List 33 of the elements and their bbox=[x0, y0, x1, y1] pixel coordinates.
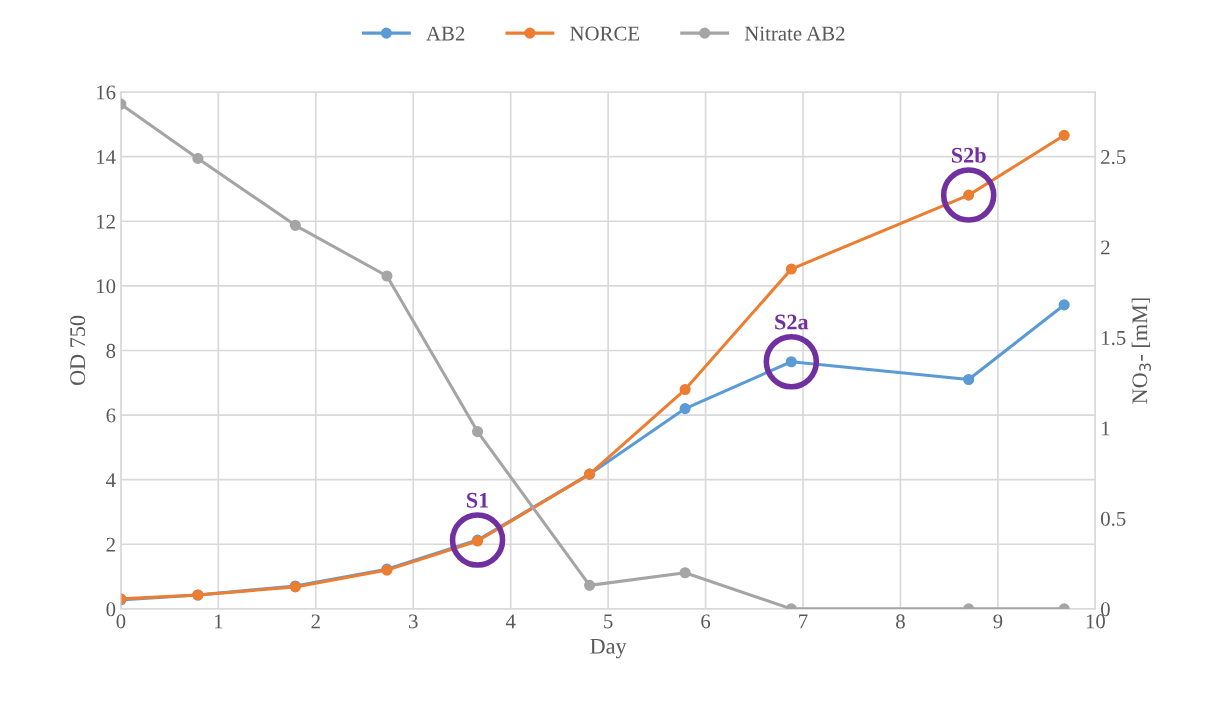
x-tick-label: 3 bbox=[409, 614, 418, 629]
x-tick-label: 8 bbox=[896, 614, 905, 629]
y2-tick-label: 2 bbox=[1101, 240, 1110, 255]
y2-tick-label: 2.5 bbox=[1101, 150, 1126, 165]
legend-label: Nitrate AB2 bbox=[744, 26, 845, 41]
y2-tick-label: 1.5 bbox=[1102, 331, 1126, 346]
y-axis-title: OD 750 bbox=[70, 315, 86, 386]
y-tick-label: 12 bbox=[97, 214, 115, 229]
y-tick-label: 16 bbox=[97, 85, 116, 100]
y-tick-label: 8 bbox=[106, 343, 116, 358]
x-tick-label: 7 bbox=[799, 614, 808, 629]
x-tick-label: 1 bbox=[214, 614, 223, 629]
y-tick-label: 2 bbox=[106, 537, 115, 552]
legend-label: AB2 bbox=[426, 26, 465, 41]
y-tick-label: 10 bbox=[97, 279, 116, 294]
x-tick-label: 5 bbox=[604, 614, 613, 629]
y-tick-label: 0 bbox=[106, 602, 116, 617]
x-axis-title: Day bbox=[590, 639, 627, 659]
y-tick-label: 14 bbox=[97, 150, 116, 164]
legend-label: NORCE bbox=[570, 26, 640, 41]
x-tick-label: 4 bbox=[505, 614, 516, 629]
x-tick-label: 2 bbox=[311, 614, 320, 629]
annotation: S2b bbox=[951, 147, 986, 163]
x-tick-label: 9 bbox=[993, 614, 1003, 629]
y-tick-label: 6 bbox=[106, 408, 116, 423]
annotation: S1 bbox=[467, 492, 489, 508]
x-tick-label: 6 bbox=[701, 614, 711, 629]
annotation: S2a bbox=[775, 314, 809, 330]
y2-axis-title: NO$_{3}$- [mM] bbox=[1131, 298, 1151, 404]
y2-tick-label: 0.5 bbox=[1101, 511, 1126, 526]
x-tick-label: 0 bbox=[116, 614, 126, 629]
y-tick-label: 4 bbox=[106, 473, 116, 487]
y2-tick-label: 1 bbox=[1102, 421, 1110, 436]
